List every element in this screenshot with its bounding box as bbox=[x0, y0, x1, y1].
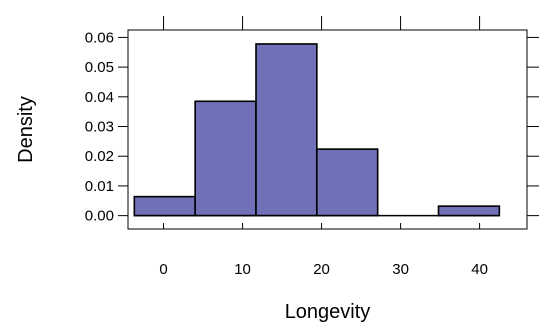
x-axis-ticks: 0 10 20 30 40 bbox=[159, 16, 488, 278]
x-tick-label-1: 10 bbox=[234, 261, 251, 278]
y-tick-label-3: 0.03 bbox=[85, 119, 114, 136]
x-tick-label-2: 20 bbox=[313, 261, 330, 278]
y-axis-label: Density bbox=[15, 96, 37, 163]
histogram-bar-5 bbox=[437, 205, 501, 217]
histogram-bar-2 bbox=[255, 43, 318, 217]
x-tick-label-3: 30 bbox=[392, 261, 409, 278]
plot-frame bbox=[127, 29, 528, 230]
bars-layer bbox=[133, 43, 501, 217]
histogram-bar-3 bbox=[316, 148, 379, 217]
x-axis-label: Longevity bbox=[285, 301, 371, 323]
y-tick-label-4: 0.04 bbox=[85, 89, 114, 106]
y-tick-label-1: 0.01 bbox=[85, 178, 114, 195]
y-tick-label-0: 0.00 bbox=[85, 208, 114, 225]
x-tick-label-4: 40 bbox=[471, 261, 488, 278]
y-axis-ticks: 0.00 0.01 0.02 0.03 0.04 0.05 0.06 bbox=[85, 29, 539, 225]
histogram-bar-0 bbox=[133, 195, 196, 217]
y-tick-label-2: 0.02 bbox=[85, 148, 114, 165]
histogram-bar-1 bbox=[194, 100, 257, 217]
y-tick-label-6: 0.06 bbox=[85, 29, 114, 46]
x-tick-label-0: 0 bbox=[159, 261, 167, 278]
y-tick-label-5: 0.05 bbox=[85, 59, 114, 76]
